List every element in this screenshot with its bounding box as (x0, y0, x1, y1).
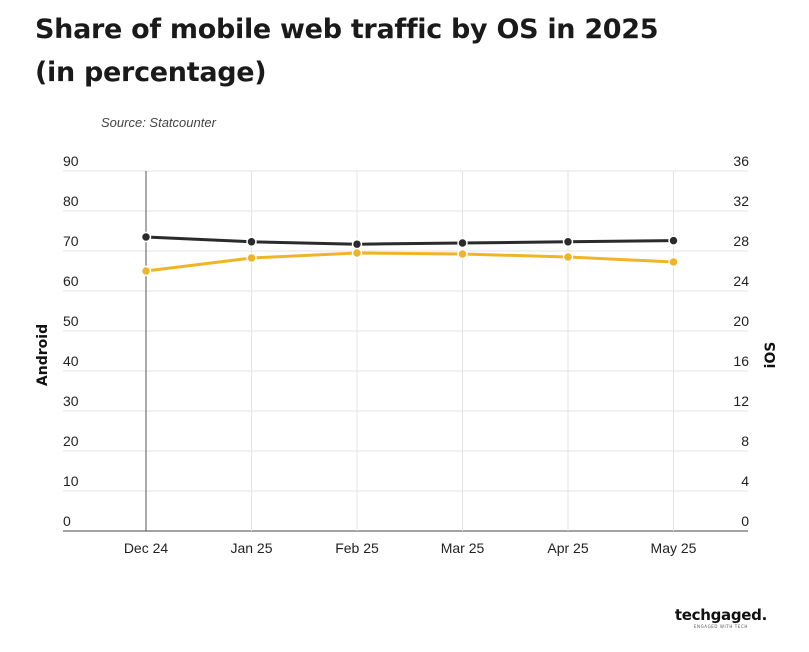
ios-series-line (144, 251, 675, 273)
left-tick-label: 90 (63, 153, 79, 169)
logo-tagline: ENGAGED WITH TECH (693, 624, 748, 629)
right-tick-label: 20 (733, 313, 749, 329)
android-data-point (140, 231, 152, 243)
x-tick-label: Apr 25 (547, 540, 588, 556)
x-axis-ticks: Dec 24 Jan 25 Feb 25 Mar 25 Apr 25 May 25 (124, 540, 697, 556)
right-axis-ticks: 36 32 28 24 20 16 12 8 4 0 (733, 153, 749, 529)
left-axis-ticks: 90 80 70 60 50 40 30 20 10 0 (63, 153, 79, 529)
x-tick-label: Mar 25 (441, 540, 485, 556)
right-tick-label: 0 (741, 513, 749, 529)
left-tick-label: 80 (63, 193, 79, 209)
ios-data-point (457, 248, 468, 260)
right-tick-label: 32 (733, 193, 749, 209)
ios-data-point (246, 252, 257, 264)
android-data-point (457, 237, 468, 249)
left-tick-label: 10 (63, 473, 79, 489)
left-tick-label: 70 (63, 233, 79, 249)
left-tick-label: 50 (63, 313, 79, 329)
series-group (140, 231, 679, 277)
chart-title-line1: Share of mobile web traffic by OS in 202… (35, 14, 659, 45)
android-data-point (246, 236, 257, 248)
right-tick-label: 12 (733, 393, 749, 409)
ios-data-point (140, 265, 152, 277)
android-data-point (562, 236, 574, 248)
source-note: Source: Statcounter (101, 115, 216, 130)
left-tick-label: 60 (63, 273, 79, 289)
left-tick-label: 0 (63, 513, 71, 529)
x-tick-label: Dec 24 (124, 540, 169, 556)
x-tick-label: Feb 25 (335, 540, 379, 556)
right-tick-label: 4 (741, 473, 749, 489)
grid-lines (63, 170, 748, 532)
x-tick-label: Jan 25 (230, 540, 272, 556)
right-axis-title: iOS (763, 342, 779, 369)
chart-title: Share of mobile web traffic by OS in 202… (35, 8, 755, 94)
x-tick-label: May 25 (651, 540, 697, 556)
ios-data-point (668, 256, 679, 268)
android-data-point (351, 238, 363, 250)
android-series-line (144, 235, 675, 246)
right-tick-label: 16 (733, 353, 749, 369)
right-tick-label: 24 (733, 273, 749, 289)
left-tick-label: 20 (63, 433, 79, 449)
android-data-point (668, 235, 679, 246)
left-tick-label: 40 (63, 353, 79, 369)
ios-data-point (562, 251, 574, 263)
left-tick-label: 30 (63, 393, 79, 409)
right-tick-label: 28 (733, 233, 749, 249)
left-axis-title: Android (35, 324, 51, 386)
chart-title-line2: (in percentage) (35, 57, 267, 88)
logo-wordmark: techgaged. (674, 606, 767, 624)
right-tick-label: 36 (733, 153, 749, 169)
ios-data-point (351, 247, 363, 259)
right-tick-label: 8 (741, 433, 749, 449)
brand-logo: techgaged. ENGAGED WITH TECH (675, 606, 767, 630)
